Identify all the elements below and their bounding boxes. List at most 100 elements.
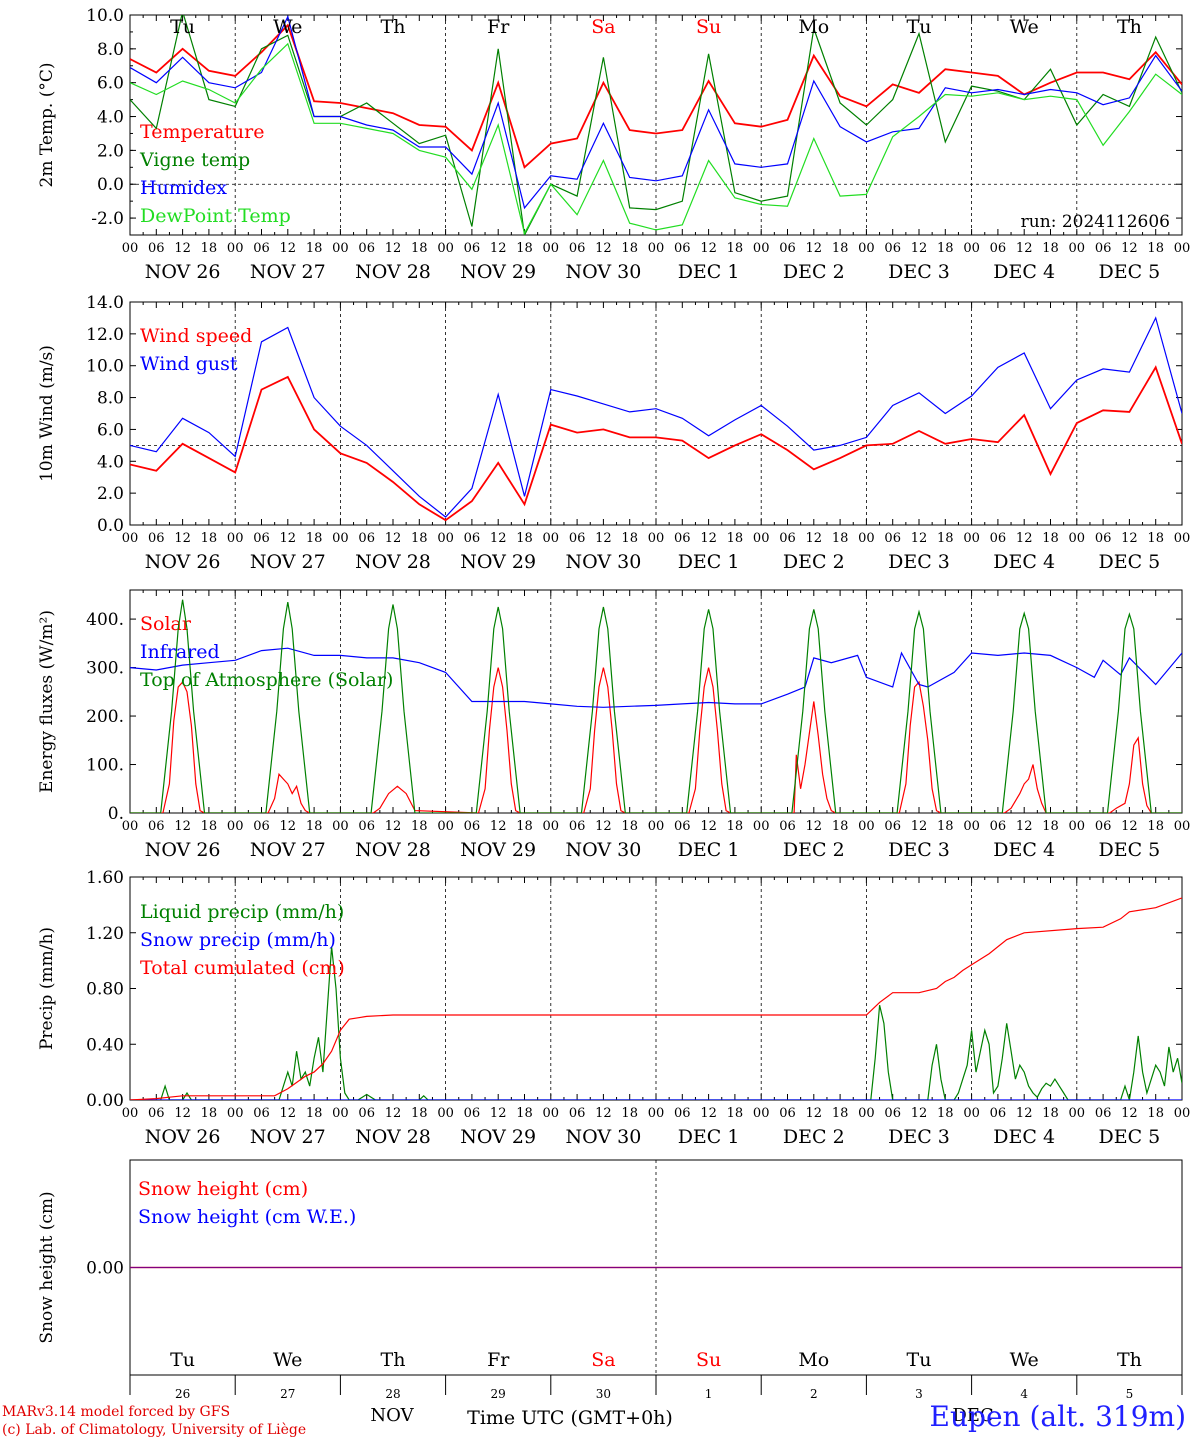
series-line-1 [130, 23, 1182, 169]
hour-label: 06 [253, 531, 270, 546]
hour-label: 00 [332, 819, 349, 834]
day-name: Tu [170, 16, 195, 38]
day-number: 27 [280, 1387, 295, 1401]
hour-label: 18 [621, 241, 638, 256]
hour-label: 06 [464, 819, 481, 834]
hour-label: 12 [1016, 241, 1033, 256]
date-label: DEC 5 [1099, 261, 1161, 283]
series-line-1 [130, 365, 1182, 522]
hour-label: 06 [990, 531, 1007, 546]
hour-label: 18 [1042, 819, 1059, 834]
hour-label: 12 [490, 819, 507, 834]
hour-label: 06 [990, 1106, 1007, 1121]
date-label: DEC 1 [678, 839, 740, 861]
hour-label: 18 [1147, 819, 1164, 834]
date-label: DEC 1 [678, 1126, 740, 1148]
date-label: DEC 4 [993, 1126, 1055, 1148]
series-line-3 [130, 897, 1182, 1100]
y-tick-label: 2.0 [97, 141, 124, 161]
y-tick-label: -2.0 [91, 209, 124, 229]
y-axis-label: Energy fluxes (W/m²) [37, 610, 57, 793]
hour-label: 06 [779, 241, 796, 256]
date-label: NOV 27 [250, 261, 326, 283]
hour-label: 06 [148, 1106, 165, 1121]
y-tick-label: 0.0 [97, 516, 124, 536]
y-tick-label: 0.40 [86, 1035, 124, 1055]
hour-label: 18 [937, 241, 954, 256]
hour-label: 18 [621, 1106, 638, 1121]
hour-label: 00 [753, 241, 770, 256]
legend-entry: Total cumulated (cm) [140, 957, 345, 979]
hour-label: 12 [385, 819, 402, 834]
day-number: 30 [596, 1387, 611, 1401]
hour-label: 12 [280, 241, 297, 256]
hour-label: 12 [1121, 241, 1138, 256]
y-tick-label: 10.0 [86, 357, 124, 377]
hour-label: 00 [648, 241, 665, 256]
y-tick-label: 4.0 [97, 452, 124, 472]
hour-label: 00 [227, 819, 244, 834]
legend-entry: Snow height (cm) [138, 1178, 308, 1200]
hour-label: 18 [937, 1106, 954, 1121]
hour-label: 00 [437, 1106, 454, 1121]
hour-label: 12 [595, 241, 612, 256]
hour-label: 00 [122, 819, 139, 834]
hour-label: 12 [490, 1106, 507, 1121]
day-name: Sa [591, 1349, 615, 1371]
hour-label: 18 [621, 531, 638, 546]
hour-label: 18 [516, 241, 533, 256]
hour-label: 00 [858, 241, 875, 256]
hour-label: 00 [122, 531, 139, 546]
y-tick-label: 0.00 [86, 1259, 124, 1279]
hour-label: 06 [990, 241, 1007, 256]
hour-label: 18 [201, 241, 218, 256]
day-number: 4 [1020, 1387, 1028, 1401]
date-label: DEC 3 [888, 261, 950, 283]
hour-label: 06 [148, 241, 165, 256]
run-annotation: run: 2024112606 [1021, 212, 1170, 232]
date-label: DEC 4 [993, 839, 1055, 861]
hour-label: 00 [858, 531, 875, 546]
date-label: DEC 3 [888, 551, 950, 573]
hour-label: 18 [727, 531, 744, 546]
series-line-1 [130, 946, 1182, 1100]
hour-label: 18 [306, 819, 323, 834]
month-label: NOV [370, 1405, 414, 1426]
hour-label: 18 [1042, 1106, 1059, 1121]
hour-label: 00 [1069, 1106, 1086, 1121]
hour-label: 12 [806, 241, 823, 256]
day-name: Fr [487, 1349, 510, 1371]
y-tick-label: 200. [86, 707, 124, 727]
hour-label: 12 [911, 819, 928, 834]
hour-label: 06 [779, 819, 796, 834]
hour-label: 18 [411, 819, 428, 834]
hour-label: 00 [543, 531, 560, 546]
legend-entry: Temperature [140, 121, 264, 143]
hour-label: 00 [753, 819, 770, 834]
hour-label: 18 [306, 1106, 323, 1121]
hour-label: 00 [1174, 531, 1191, 546]
hour-label: 00 [1174, 241, 1191, 256]
hour-label: 00 [227, 241, 244, 256]
day-name: Sa [591, 16, 615, 38]
chart-panel-3: 0. 100. 200. 300. 400. Energy fluxes (W/m²) So… [37, 589, 1190, 861]
hour-label: 06 [464, 531, 481, 546]
hour-label: 18 [832, 241, 849, 256]
date-label: NOV 26 [145, 839, 221, 861]
y-tick-label: 4.0 [97, 108, 124, 128]
y-tick-label: 8.0 [97, 40, 124, 60]
hour-label: 18 [832, 1106, 849, 1121]
y-tick-label: 6.0 [97, 74, 124, 94]
date-label: NOV 30 [565, 551, 641, 573]
y-tick-label: 12.0 [86, 325, 124, 345]
series-line-2 [130, 15, 1182, 235]
station-name: Eupen (alt. 319m) [929, 1400, 1186, 1433]
hour-label: 06 [884, 531, 901, 546]
date-label: NOV 30 [565, 261, 641, 283]
hour-label: 06 [1095, 819, 1112, 834]
y-tick-label: 10.0 [86, 6, 124, 26]
hour-label: 18 [411, 531, 428, 546]
hour-label: 12 [1121, 531, 1138, 546]
hour-label: 06 [884, 819, 901, 834]
hour-label: 06 [148, 819, 165, 834]
